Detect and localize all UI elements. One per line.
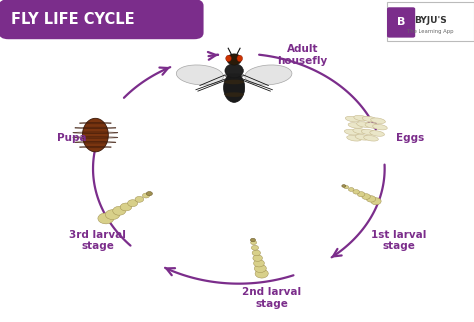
Ellipse shape — [357, 192, 365, 197]
Ellipse shape — [344, 185, 348, 189]
Ellipse shape — [225, 64, 243, 78]
Ellipse shape — [120, 203, 132, 211]
Ellipse shape — [362, 116, 377, 122]
Ellipse shape — [253, 255, 263, 261]
Ellipse shape — [237, 55, 243, 62]
Ellipse shape — [227, 54, 241, 65]
Text: 3rd larval
stage: 3rd larval stage — [69, 230, 126, 251]
Ellipse shape — [252, 250, 261, 256]
Ellipse shape — [113, 206, 126, 215]
Ellipse shape — [373, 124, 387, 130]
Ellipse shape — [224, 73, 244, 78]
Ellipse shape — [255, 264, 266, 272]
Ellipse shape — [356, 122, 371, 127]
Ellipse shape — [355, 135, 370, 140]
Ellipse shape — [224, 80, 244, 84]
Ellipse shape — [370, 131, 384, 136]
Ellipse shape — [82, 118, 109, 152]
Text: Pupa: Pupa — [57, 133, 87, 143]
Ellipse shape — [361, 129, 376, 135]
Ellipse shape — [255, 269, 268, 278]
Ellipse shape — [348, 188, 354, 191]
Ellipse shape — [98, 213, 114, 224]
Text: 2nd larval
stage: 2nd larval stage — [242, 287, 301, 309]
Text: B: B — [397, 17, 405, 27]
Ellipse shape — [342, 185, 346, 187]
Text: 1st larval
stage: 1st larval stage — [371, 230, 427, 251]
Ellipse shape — [371, 198, 381, 205]
Ellipse shape — [250, 238, 255, 242]
Ellipse shape — [176, 65, 223, 85]
Text: Eggs: Eggs — [396, 133, 425, 143]
FancyBboxPatch shape — [387, 3, 474, 41]
Ellipse shape — [364, 136, 378, 141]
Ellipse shape — [142, 193, 150, 198]
Ellipse shape — [245, 65, 292, 85]
FancyBboxPatch shape — [387, 7, 415, 38]
Text: The Learning App: The Learning App — [408, 29, 454, 34]
Ellipse shape — [348, 123, 363, 128]
Ellipse shape — [224, 92, 244, 97]
Text: BYJU'S: BYJU'S — [414, 15, 447, 24]
Ellipse shape — [347, 136, 361, 141]
Ellipse shape — [226, 55, 231, 62]
Ellipse shape — [371, 118, 385, 124]
Ellipse shape — [366, 196, 376, 202]
Ellipse shape — [353, 190, 359, 194]
Ellipse shape — [224, 86, 244, 90]
Ellipse shape — [146, 192, 153, 196]
Text: Adult
housefly: Adult housefly — [277, 44, 328, 66]
Ellipse shape — [346, 116, 360, 122]
Text: FLY LIFE CYCLE: FLY LIFE CYCLE — [11, 12, 134, 27]
Ellipse shape — [135, 196, 144, 202]
Ellipse shape — [105, 210, 120, 220]
Ellipse shape — [362, 194, 370, 199]
Ellipse shape — [353, 128, 367, 134]
Ellipse shape — [128, 200, 138, 207]
FancyBboxPatch shape — [0, 0, 203, 39]
Ellipse shape — [224, 73, 245, 102]
Ellipse shape — [251, 245, 258, 250]
Ellipse shape — [251, 241, 256, 245]
Ellipse shape — [254, 260, 264, 267]
Ellipse shape — [365, 123, 380, 128]
Ellipse shape — [345, 129, 359, 135]
Ellipse shape — [354, 115, 368, 121]
